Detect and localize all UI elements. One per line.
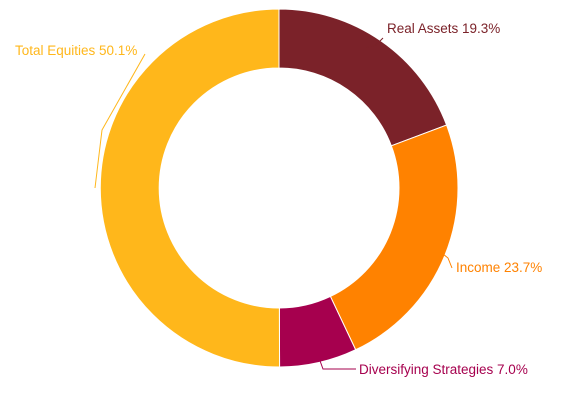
- slice-income: [329, 124, 459, 351]
- label-diversifying-strategies: Diversifying Strategies 7.0%: [359, 362, 528, 377]
- label-leader-lines: [94, 37, 453, 370]
- slice-total-equities: [99, 8, 281, 368]
- leader-line-diversifying-strategies: [318, 357, 356, 370]
- leader-line-total-equities: [94, 53, 146, 189]
- label-real-assets: Real Assets 19.3%: [387, 21, 500, 36]
- leader-line-income: [437, 249, 453, 269]
- label-total-equities: Total Equities 50.1%: [15, 43, 137, 58]
- leader-line-real-assets: [365, 37, 384, 48]
- label-income: Income 23.7%: [456, 260, 542, 275]
- donut-slices: [99, 8, 459, 368]
- slice-labels: Real Assets 19.3% Income 23.7% Diversifyin…: [15, 21, 542, 377]
